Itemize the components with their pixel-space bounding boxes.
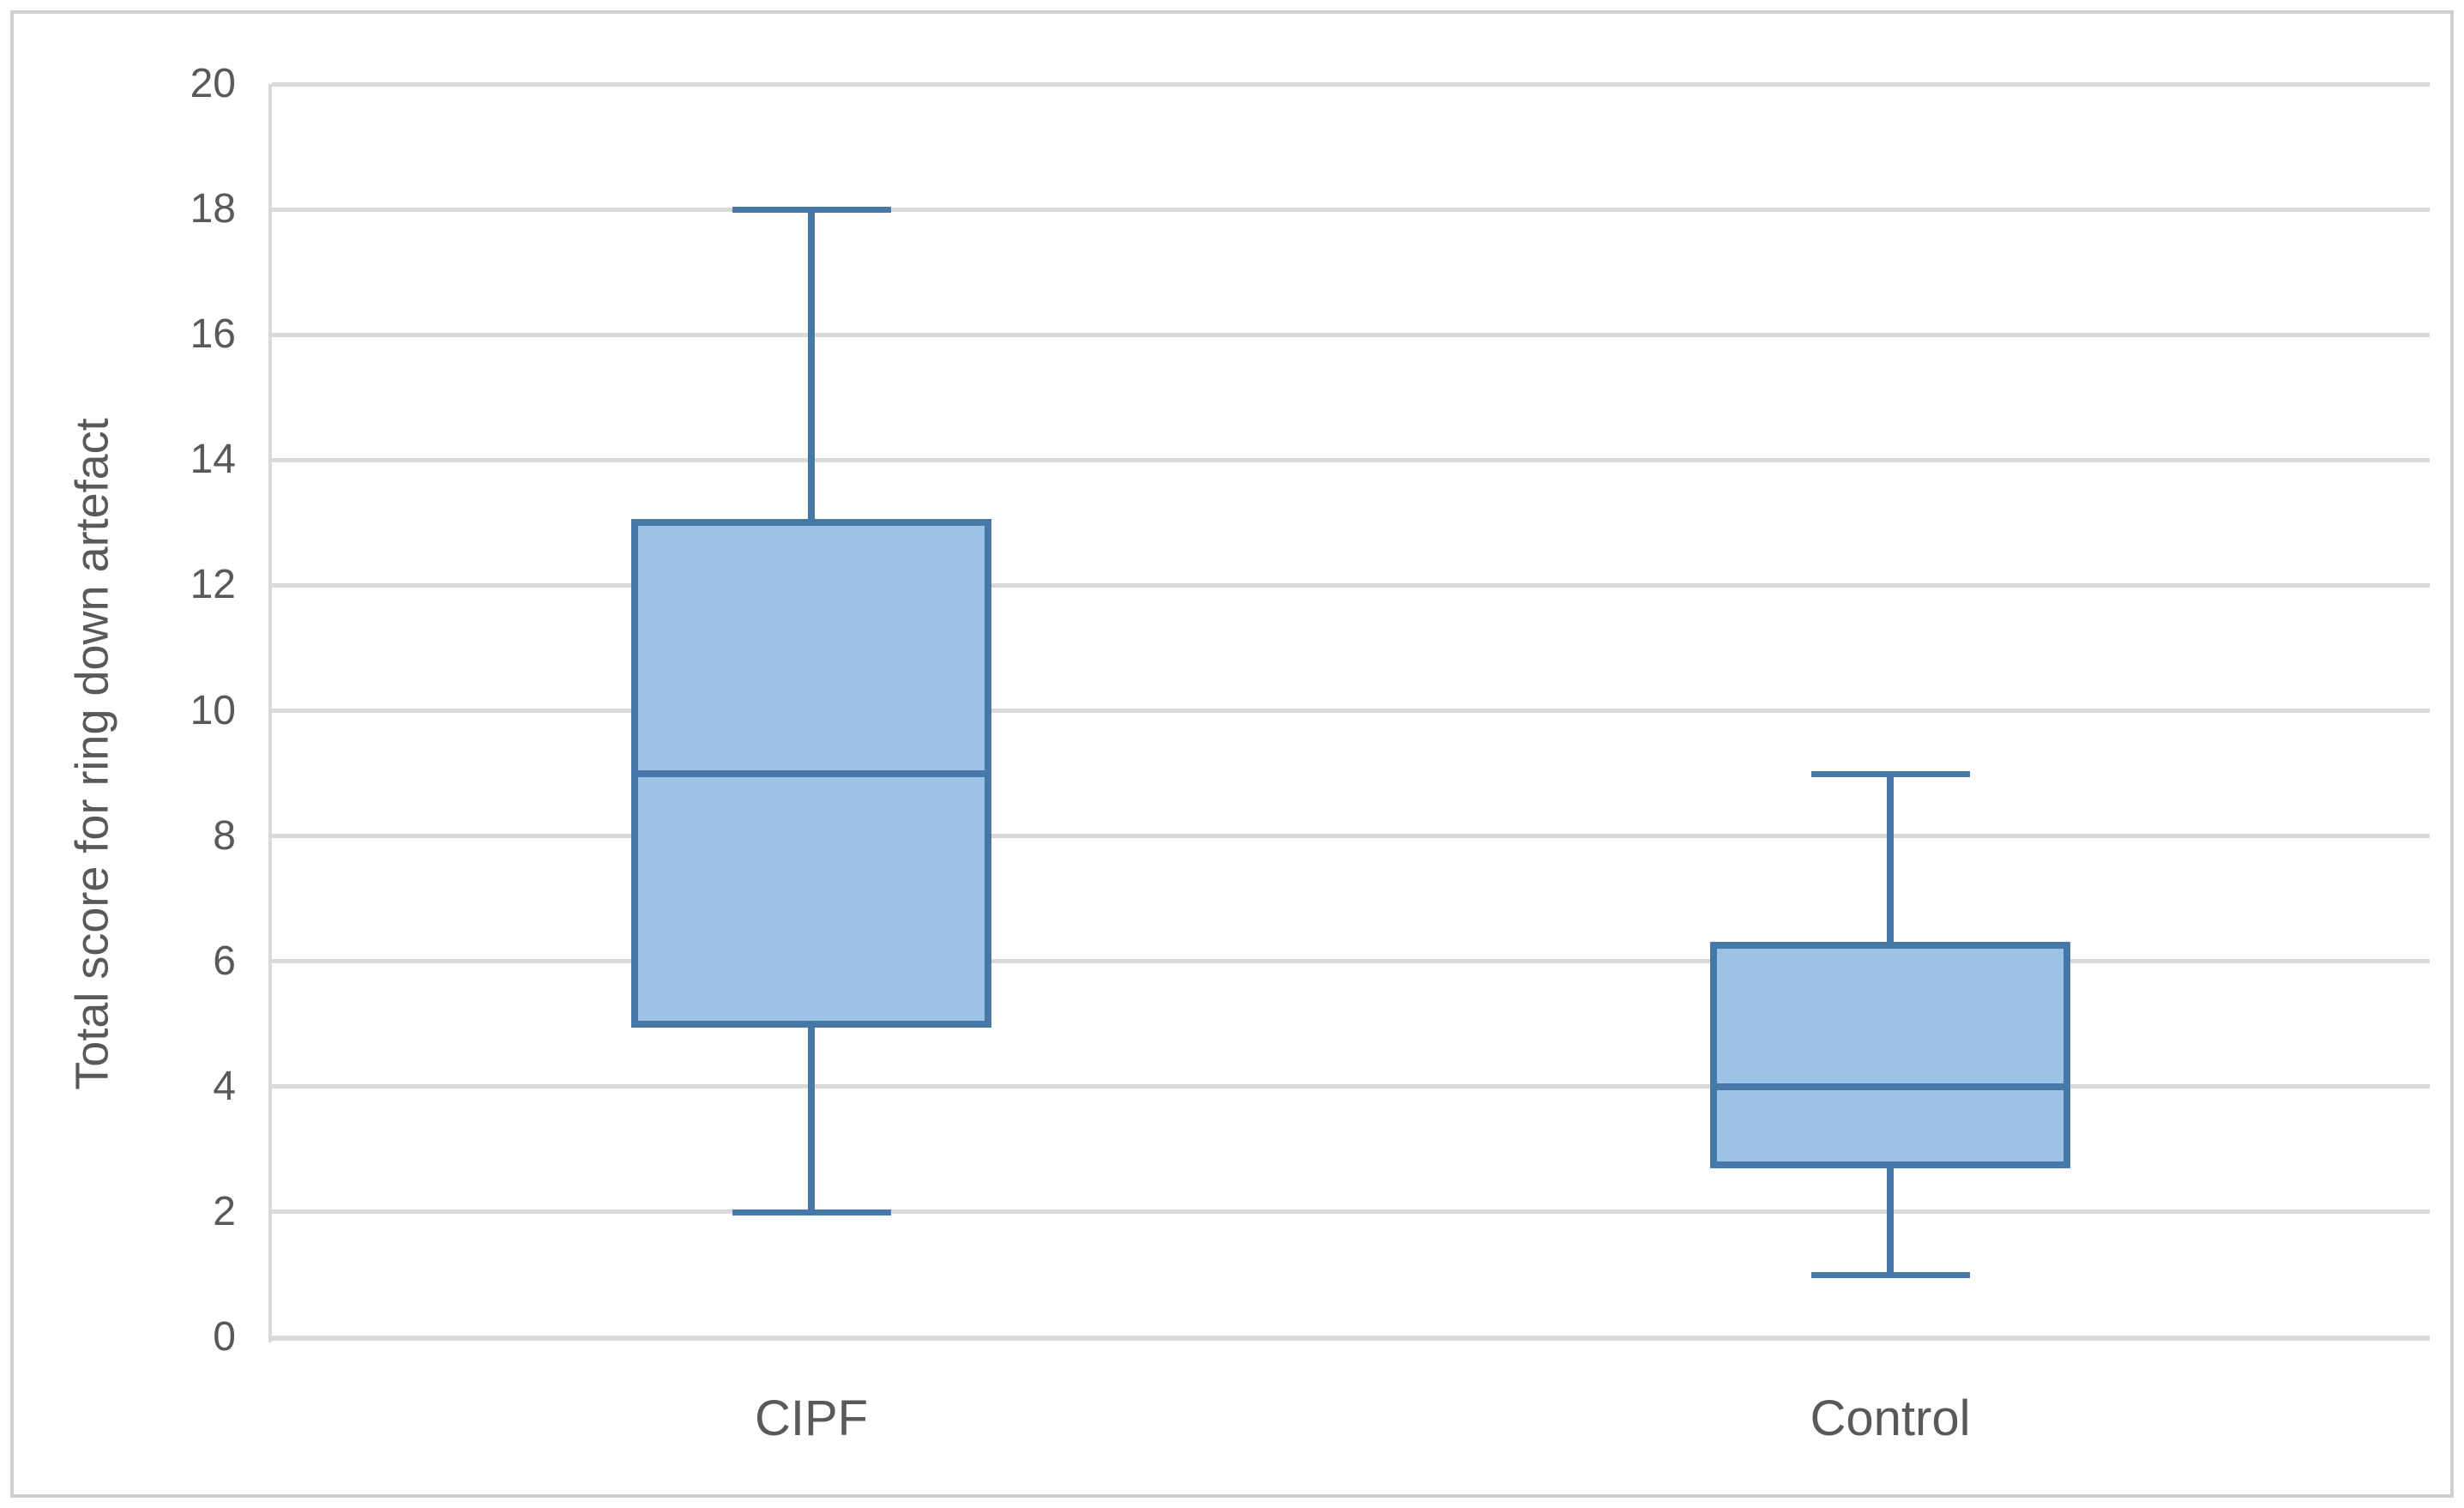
boxplot-median-line: [631, 769, 991, 777]
x-category-label: Control: [1810, 1390, 1971, 1446]
y-tick-label: 4: [213, 1063, 236, 1109]
boxplot-lower-whisker-cap: [1810, 1271, 1970, 1278]
boxplot-lower-whisker-cap: [732, 1209, 891, 1215]
gridline: [272, 959, 2430, 964]
y-tick-label: 12: [190, 562, 236, 608]
gridline: [272, 582, 2430, 588]
y-tick-label: 2: [213, 1188, 236, 1234]
gridline: [272, 457, 2430, 462]
y-tick-label: 14: [190, 437, 236, 483]
y-tick-label: 8: [213, 812, 236, 859]
boxplot-median-line: [1710, 1083, 2070, 1090]
chart-outer-border: [10, 10, 2454, 1498]
boxplot-upper-whisker-line: [1887, 773, 1894, 946]
y-tick-label: 0: [213, 1314, 236, 1360]
gridline: [272, 834, 2430, 839]
y-tick-label: 10: [190, 687, 236, 733]
boxplot-box: [1710, 942, 2070, 1169]
y-tick-label: 6: [213, 938, 236, 984]
gridline: [272, 207, 2430, 212]
boxplot-lower-whisker-line: [808, 1023, 815, 1212]
y-tick-label: 16: [190, 311, 236, 358]
plot-area: [268, 81, 2430, 1342]
gridline: [272, 332, 2430, 337]
boxplot-upper-whisker-cap: [732, 207, 891, 214]
boxplot-upper-whisker-line: [808, 209, 815, 523]
y-tick-label: 18: [190, 186, 236, 232]
y-axis-line: [268, 84, 272, 1342]
x-axis-line: [272, 1336, 2430, 1341]
gridline: [272, 81, 2430, 87]
gridline: [272, 1084, 2430, 1089]
x-category-label: CIPF: [754, 1390, 869, 1446]
gridline: [272, 709, 2430, 713]
gridline: [272, 1209, 2430, 1215]
y-tick-label: 20: [190, 61, 236, 106]
boxplot-lower-whisker-line: [1887, 1165, 1894, 1275]
boxplot-upper-whisker-cap: [1810, 770, 1970, 777]
